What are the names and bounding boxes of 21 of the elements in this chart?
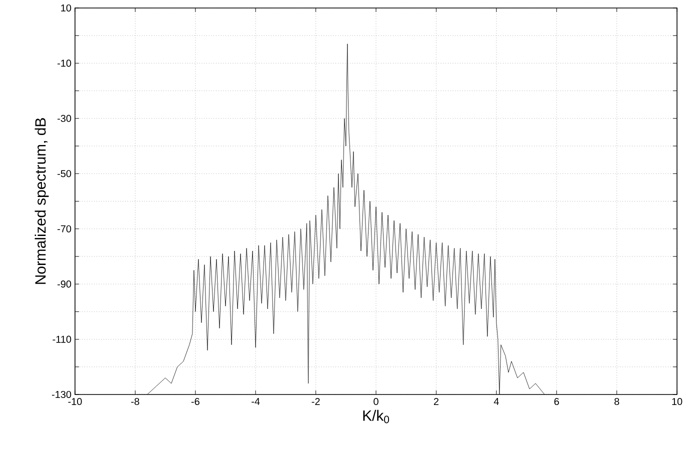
y-tick-label: -110 [52, 336, 72, 343]
x-tick-label: 10 [672, 398, 682, 406]
x-tick-label: -4 [252, 398, 260, 405]
x-tick-label: -6 [191, 398, 200, 406]
x-tick-label: -2 [312, 398, 320, 405]
y-tick-label: -70 [58, 225, 72, 232]
x-tick-label: 0 [374, 398, 378, 406]
x-tick-label: 2 [434, 398, 438, 405]
x-axis-title: K/k$_{0}$ [363, 410, 390, 424]
y-tick-label: -30 [58, 114, 72, 122]
x-tick-label: 8 [614, 398, 620, 406]
x-tick-label: 6 [554, 398, 559, 406]
y-tick-label: -130 [52, 390, 72, 398]
x-tick-label: -10 [68, 398, 82, 406]
y-axis-title: Normalized spectrum, dB [34, 118, 49, 284]
y-tick-label: 10 [61, 4, 72, 12]
y-tick-label: -50 [58, 170, 72, 178]
y-tick-label: -90 [58, 280, 72, 288]
x-tick-label: 4 [494, 398, 499, 405]
y-tick-label: -10 [58, 60, 72, 67]
x-tick-label: -8 [131, 398, 140, 406]
